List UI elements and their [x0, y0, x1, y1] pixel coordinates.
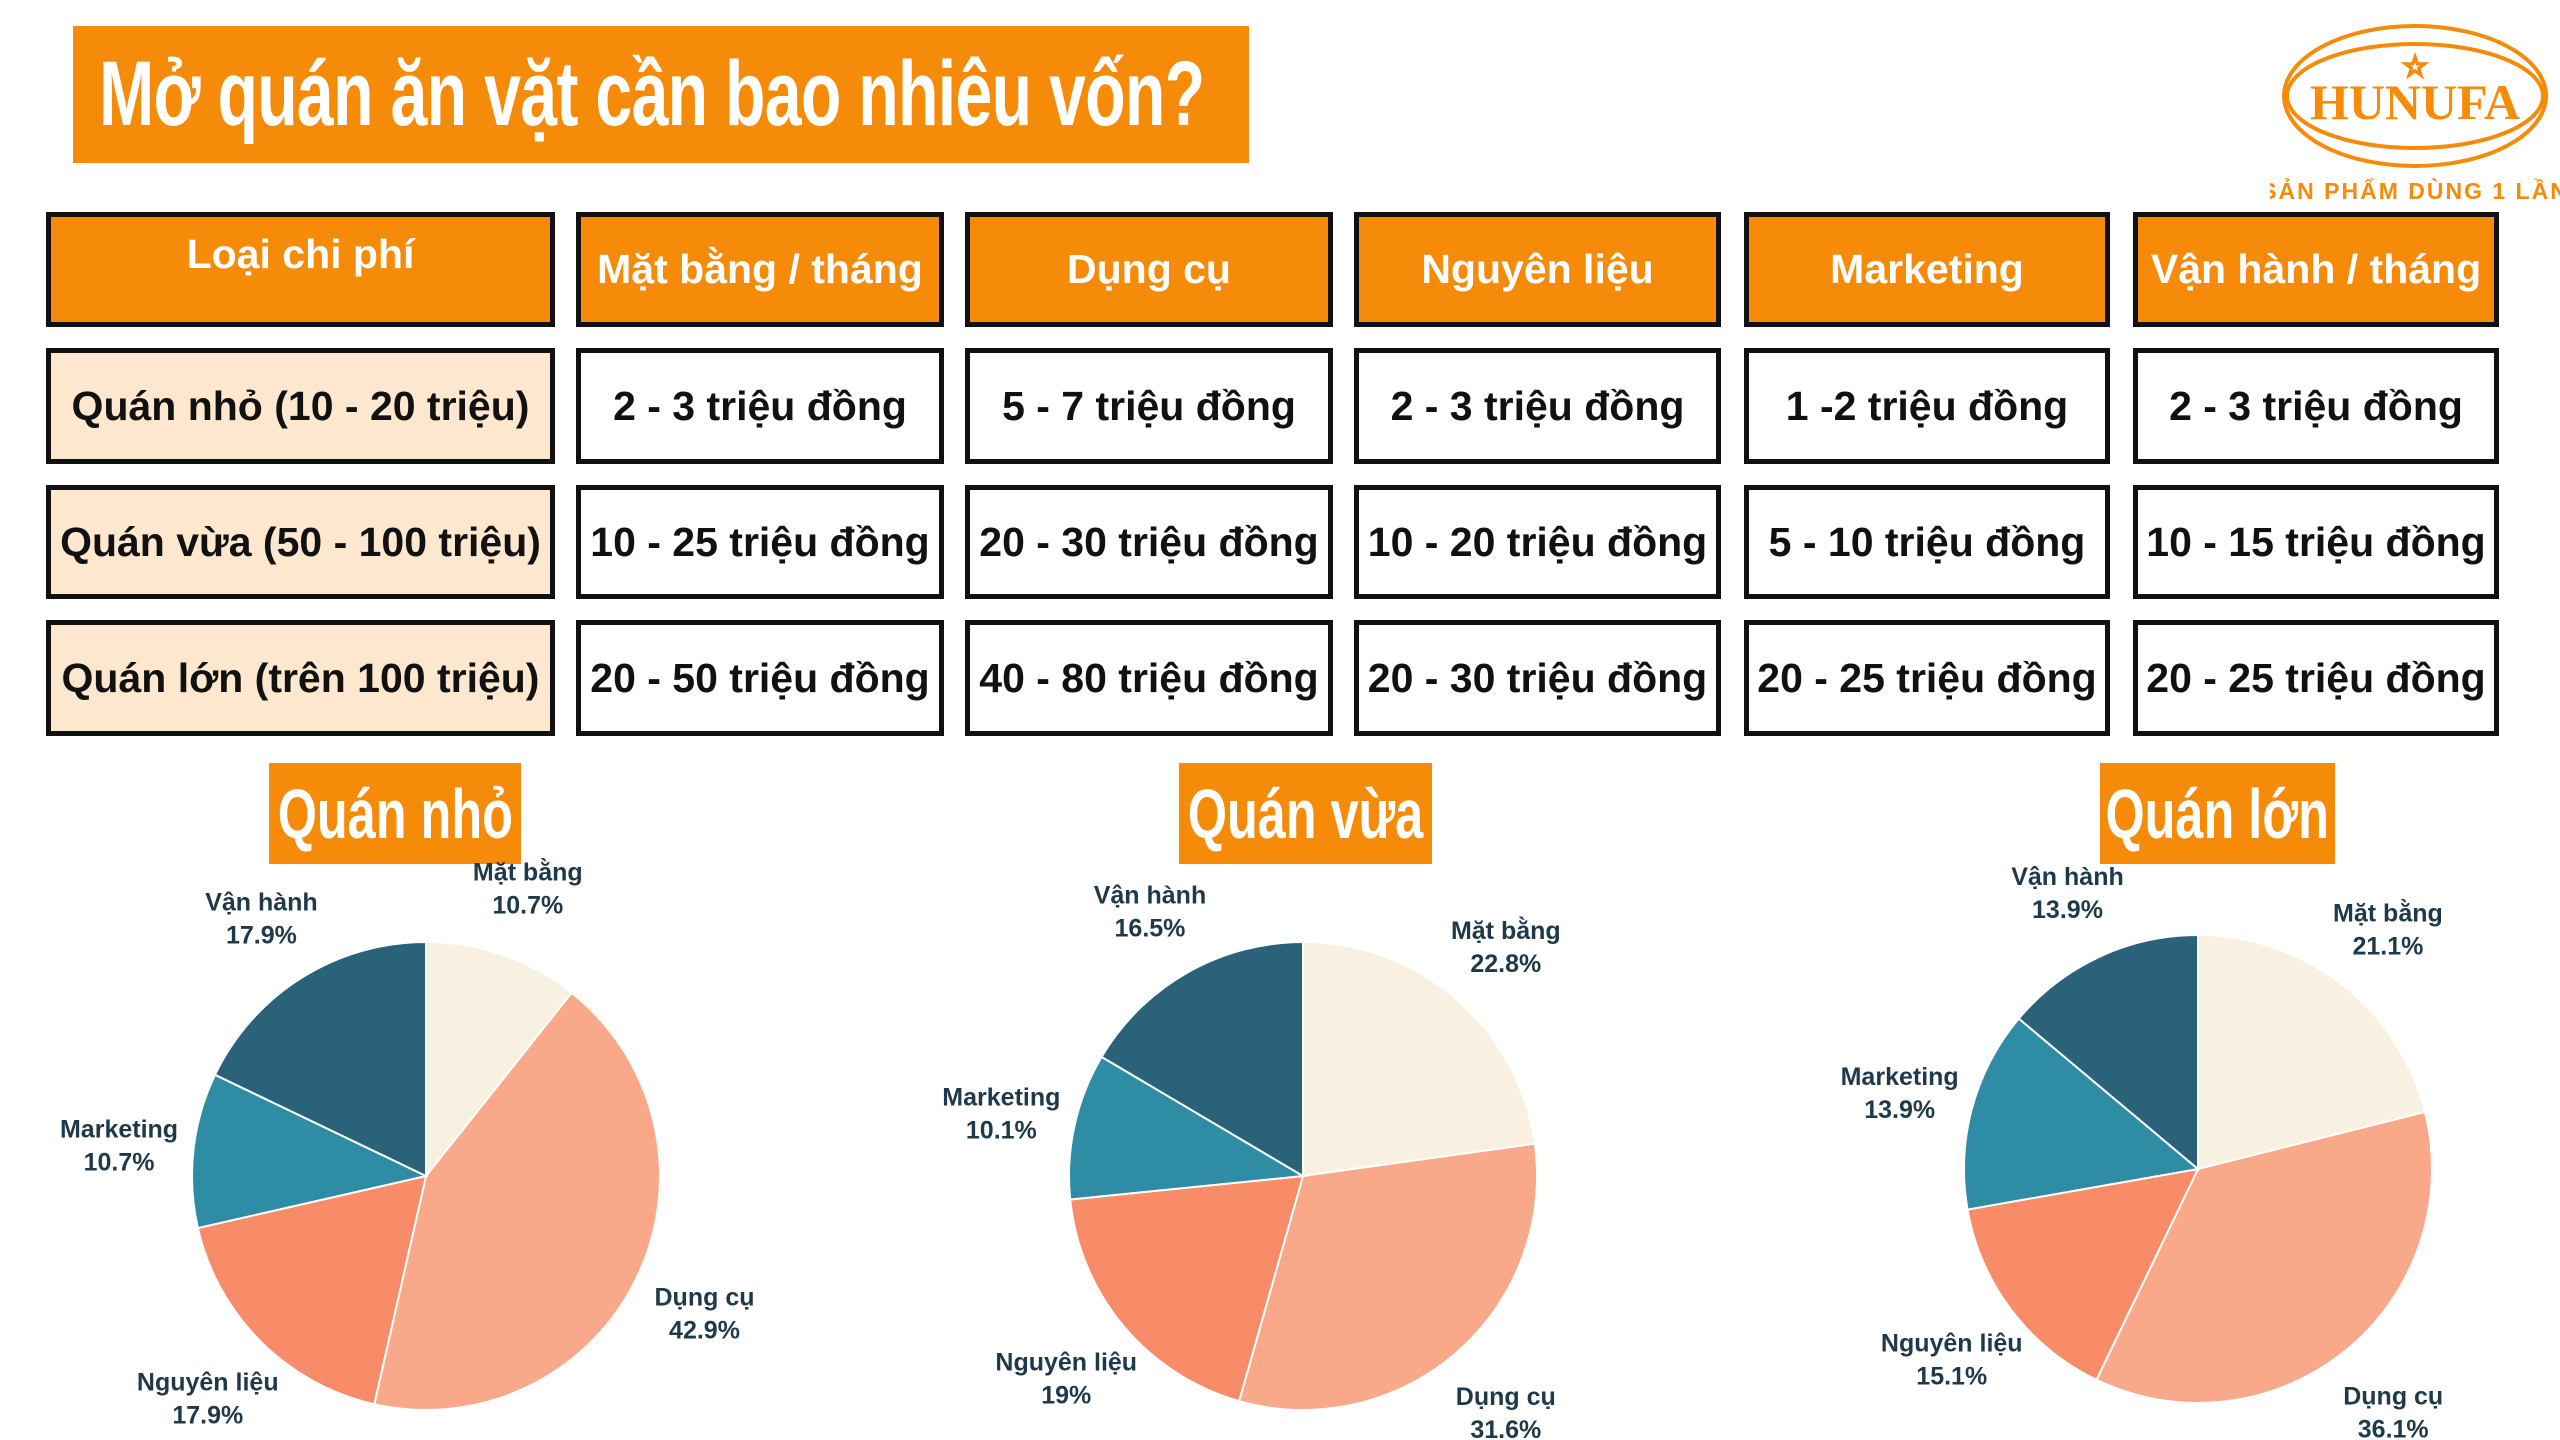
pie-slice-marketing	[191, 1073, 430, 1230]
pie-value-label: 17.9%	[226, 922, 297, 950]
pie-slice-nguyên-liệu	[1966, 1167, 2200, 1382]
pie-slice-dụng-cụ	[1237, 1142, 1538, 1411]
table-cell: 2 - 3 triệu đồng	[1354, 348, 1721, 464]
pie-label: Dụng cụ	[2343, 1382, 2443, 1410]
table-cell: 2 - 3 triệu đồng	[576, 348, 944, 464]
hunufa-logo: ☆ HUNUFA SẢN PHẨM DÙNG 1 LẦN	[2270, 24, 2560, 204]
pie-value-label: 10.7%	[84, 1149, 155, 1177]
pie-slice-dụng-cụ	[373, 991, 661, 1411]
table-cell: 10 - 15 triệu đồng	[2133, 485, 2499, 599]
pie-value-label: 13.9%	[2032, 896, 2103, 924]
pie-label: Dụng cụ	[1456, 1383, 1556, 1411]
table-cell: 5 - 10 triệu đồng	[1744, 485, 2110, 599]
pie-slice-mặt-bằng	[1302, 940, 1536, 1178]
pie-label: Vận hành	[2011, 863, 2124, 891]
pie-label: Vận hành	[1094, 882, 1207, 910]
pie-value-label: 31.6%	[1470, 1416, 1541, 1440]
pie-value-label: 13.9%	[1864, 1096, 1935, 1124]
pie-value-label: 36.1%	[2358, 1415, 2429, 1440]
table-cell: 20 - 50 triệu đồng	[576, 620, 944, 736]
table-cell: 10 - 20 triệu đồng	[1354, 485, 1721, 599]
table-cell: 20 - 25 triệu đồng	[2133, 620, 2499, 736]
pie-label: Marketing	[60, 1116, 178, 1144]
page-title: Mở quán ăn vặt cần bao nhiêu vốn?	[99, 43, 1205, 145]
pie-label: Marketing	[1841, 1063, 1959, 1091]
pie-title-text: Quán lớn	[2105, 774, 2330, 853]
pie-label: Nguyên liệu	[1881, 1329, 2023, 1357]
pie-value-label: 21.1%	[2352, 932, 2423, 960]
table-header-cell: Marketing	[1744, 212, 2110, 327]
pie-slice-mặt-bằng	[425, 940, 574, 1179]
pie-title-text: Quán nhỏ	[277, 774, 513, 853]
pie-slice-marketing	[1068, 1055, 1307, 1201]
pie-value-label: 10.7%	[492, 891, 563, 919]
table-cell: 40 - 80 triệu đồng	[965, 620, 1333, 736]
table-cell: 10 - 25 triệu đồng	[576, 485, 944, 599]
table-header-cell: Vận hành / tháng	[2133, 212, 2499, 327]
pie-title-text: Quán vừa	[1187, 774, 1424, 853]
pie-title-small: Quán nhỏ	[269, 763, 521, 864]
pie-slice-vận-hành	[1100, 940, 1304, 1178]
pie-label: Mặt bằng	[2333, 897, 2443, 927]
pie-value-label: 42.9%	[669, 1317, 740, 1345]
table-row-header: Quán nhỏ (10 - 20 triệu)	[46, 348, 555, 464]
pie-value-label: 16.5%	[1115, 915, 1186, 943]
table-cell: 20 - 30 triệu đồng	[965, 485, 1333, 599]
pie-label: Marketing	[942, 1084, 1060, 1112]
pie-title-large: Quán lớn	[2100, 763, 2335, 864]
table-cell: 20 - 30 triệu đồng	[1354, 620, 1721, 736]
pie-label: Mặt bằng	[473, 856, 583, 886]
pie-label: Nguyên liệu	[995, 1348, 1137, 1376]
table-header-cell: Dụng cụ	[965, 212, 1333, 327]
pie-slice-marketing	[1963, 1017, 2201, 1211]
pie-title-medium: Quán vừa	[1179, 763, 1432, 864]
pie-value-label: 17.9%	[172, 1402, 243, 1430]
table-cell: 20 - 25 triệu đồng	[1744, 620, 2110, 736]
pie-slice-vận-hành	[213, 940, 427, 1178]
svg-text:☆: ☆	[2402, 51, 2427, 82]
pie-slice-dụng-cụ	[2095, 1110, 2433, 1404]
pie-slice-nguyên-liệu	[1069, 1174, 1305, 1403]
svg-text:SẢN PHẨM DÙNG 1 LẦN: SẢN PHẨM DÙNG 1 LẦN	[2270, 176, 2560, 204]
pie-value-label: 15.1%	[1916, 1362, 1987, 1390]
pie-value-label: 19%	[1041, 1381, 1091, 1409]
table-cell: 5 - 7 triệu đồng	[965, 348, 1333, 464]
pie-label: Mặt bằng	[1451, 915, 1561, 945]
pie-value-label: 22.8%	[1470, 950, 1541, 978]
table-header-cell: Loại chi phí	[46, 212, 555, 327]
table-row-header: Quán vừa (50 - 100 triệu)	[46, 485, 555, 599]
svg-text:HUNUFA: HUNUFA	[2310, 74, 2520, 130]
pie-value-label: 10.1%	[966, 1117, 1037, 1145]
table-cell: 1 -2 triệu đồng	[1744, 348, 2110, 464]
pie-label: Nguyên liệu	[137, 1369, 279, 1397]
table-row-header: Quán lớn (trên 100 triệu)	[46, 620, 555, 736]
pie-slice-mặt-bằng	[2197, 933, 2427, 1171]
table-header-cell: Mặt bằng / tháng	[576, 212, 944, 327]
pie-label: Vận hành	[205, 889, 318, 917]
pie-slice-vận-hành	[2017, 933, 2199, 1172]
table-cell: 2 - 3 triệu đồng	[2133, 348, 2499, 464]
pie-slice-nguyên-liệu	[196, 1174, 428, 1406]
table-header-cell: Nguyên liệu	[1354, 212, 1721, 327]
pie-label: Dụng cụ	[655, 1284, 755, 1312]
page-title-banner: Mở quán ăn vặt cần bao nhiêu vốn?	[73, 26, 1249, 163]
